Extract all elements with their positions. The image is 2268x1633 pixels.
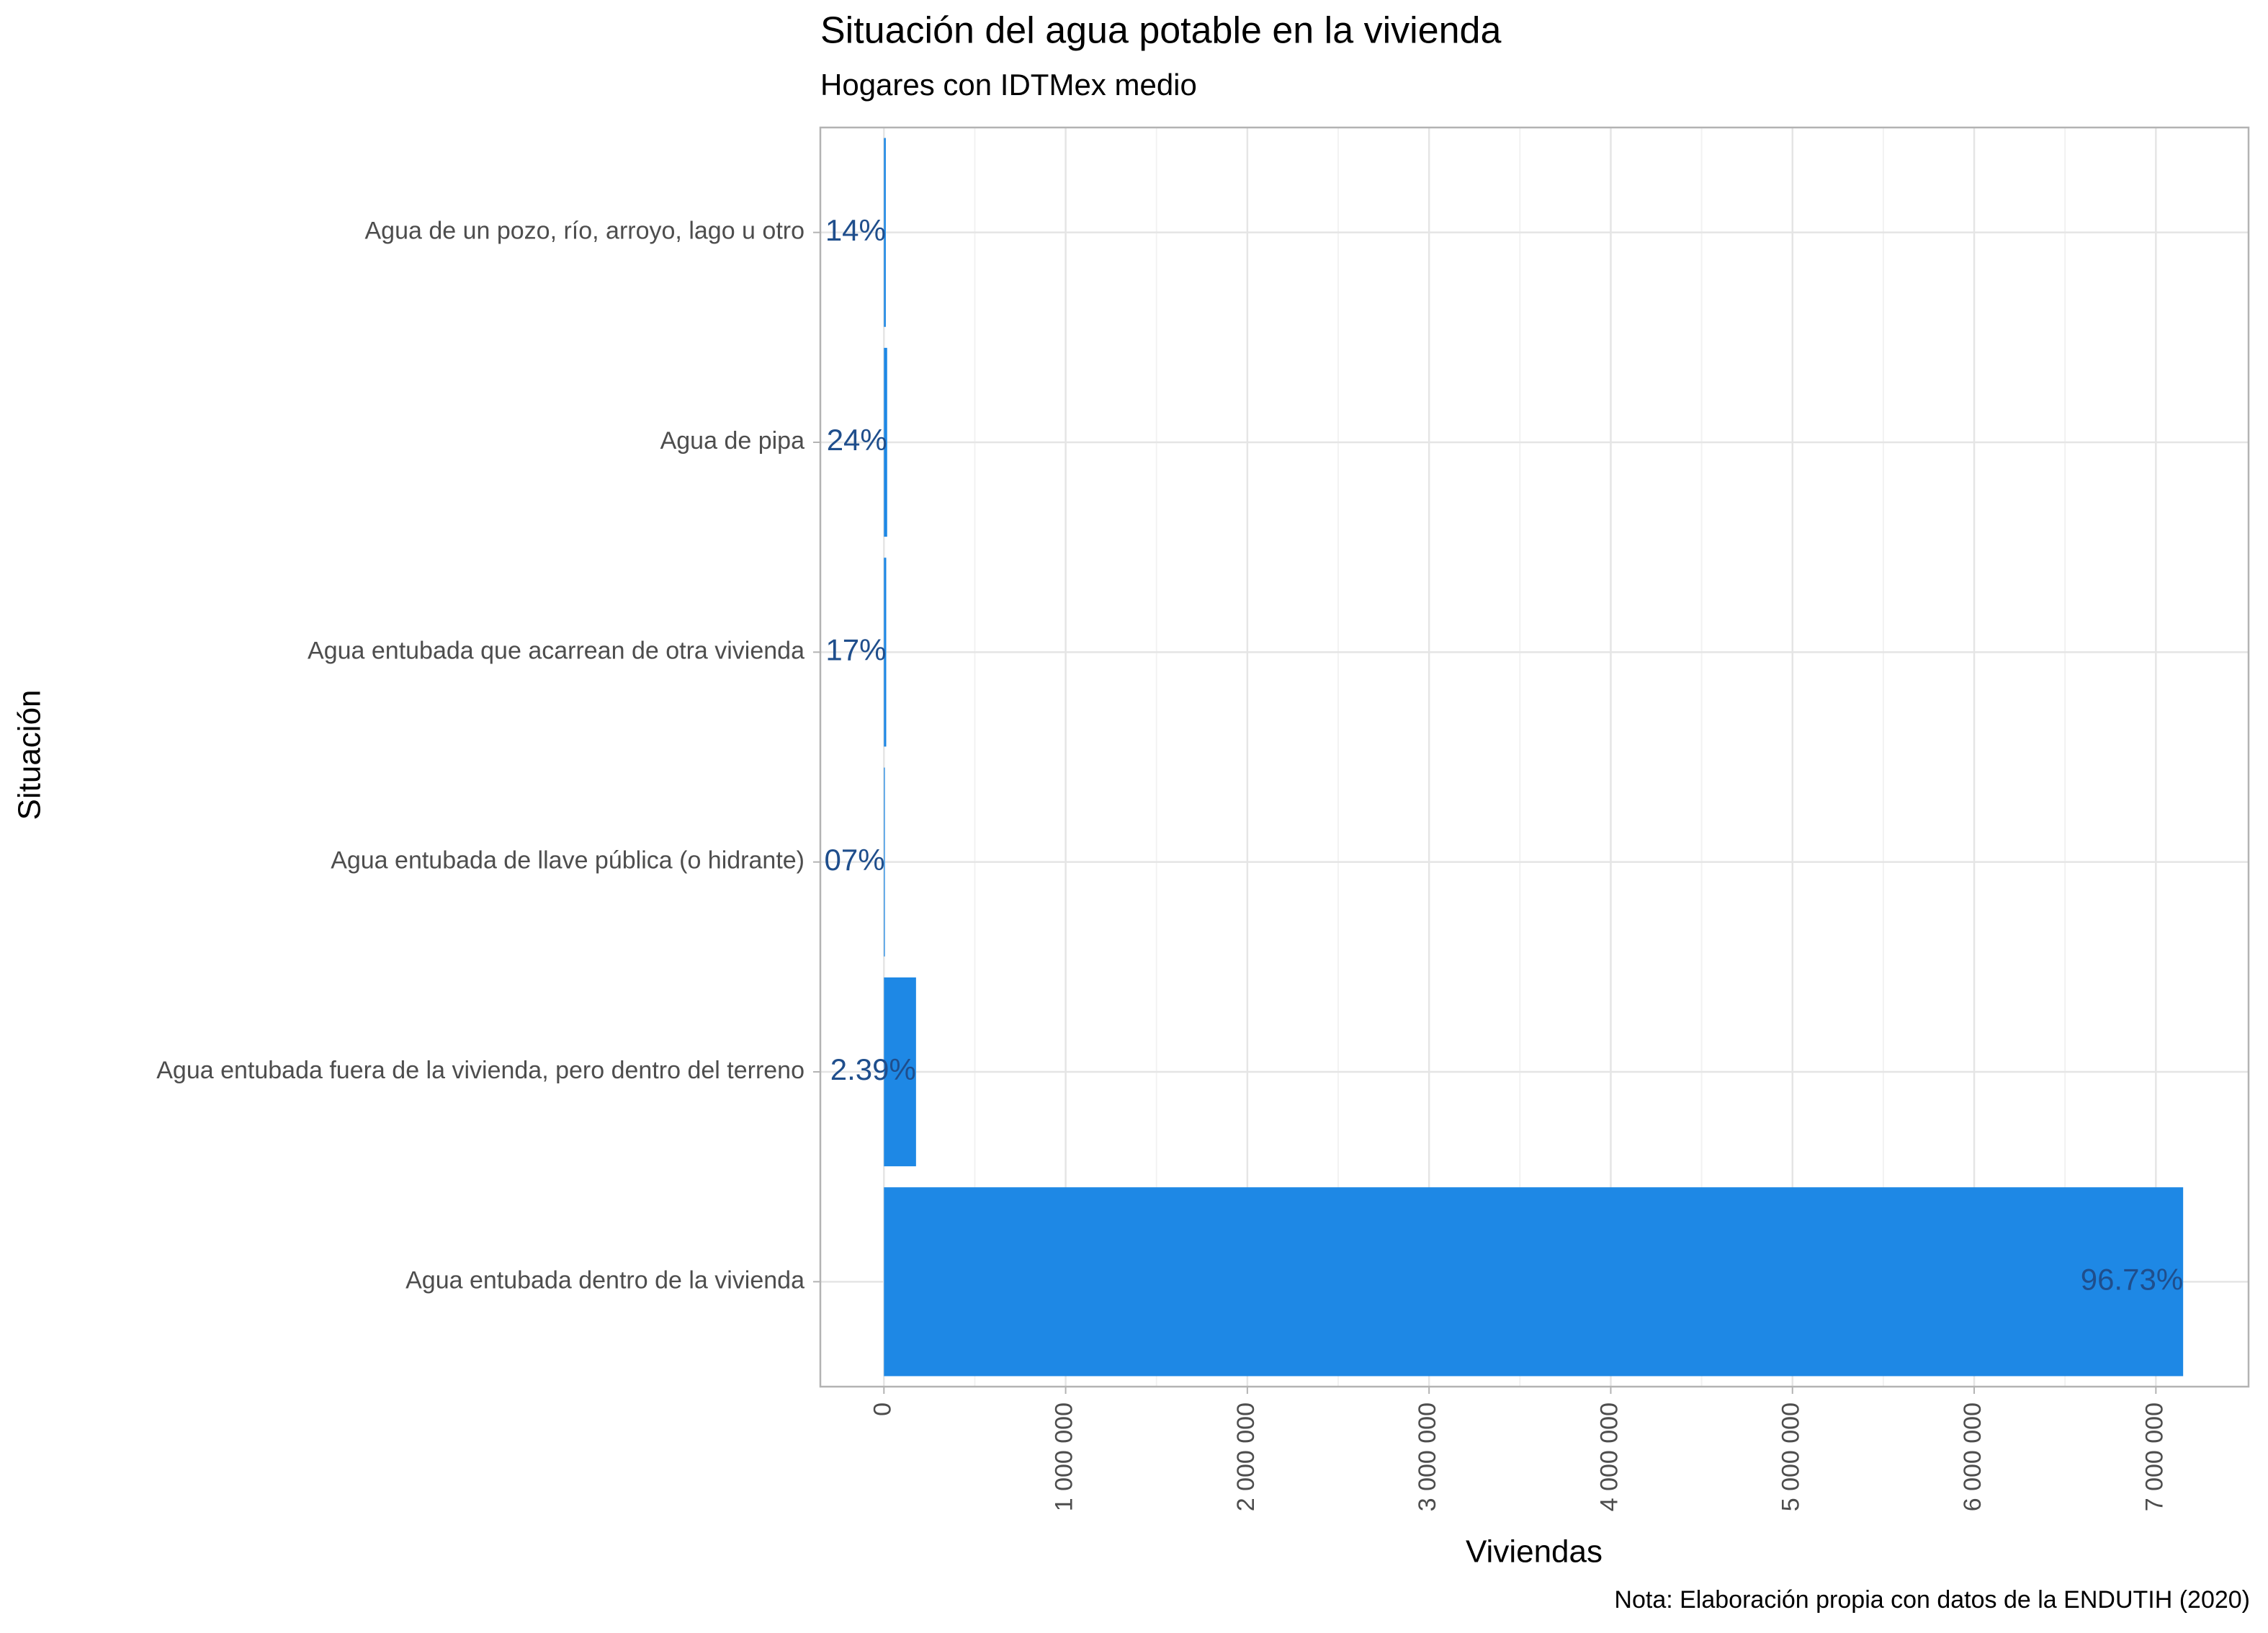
y-tick-label: Agua entubada dentro de la vivienda xyxy=(405,1266,804,1294)
bar xyxy=(884,1187,2184,1377)
x-tick-label: 7 000 000 xyxy=(2141,1402,2168,1511)
value-label: 24% xyxy=(827,423,887,457)
bar xyxy=(884,558,887,747)
value-label: 14% xyxy=(825,213,886,247)
bar xyxy=(884,138,886,327)
y-axis-title: Situación xyxy=(12,689,48,820)
bar xyxy=(884,977,916,1167)
value-label: 2.39% xyxy=(830,1052,916,1086)
x-tick-label: 4 000 000 xyxy=(1595,1402,1623,1511)
x-tick-label: 6 000 000 xyxy=(1959,1402,1986,1511)
chart-subtitle: Hogares con IDTMex medio xyxy=(820,68,1197,102)
y-tick-label: Agua de un pozo, río, arroyo, lago u otr… xyxy=(364,218,804,245)
panel xyxy=(820,127,2249,1387)
x-tick-label: 3 000 000 xyxy=(1414,1402,1441,1511)
y-tick-label: Agua entubada de llave pública (o hidran… xyxy=(331,847,804,874)
y-tick-label: Agua entubada que acarrean de otra vivie… xyxy=(308,637,804,664)
y-tick-label: Agua de pipa xyxy=(660,427,804,455)
bar xyxy=(884,347,887,537)
note: Nota: Elaboración propia con datos de la… xyxy=(1614,1586,2250,1614)
value-label: 17% xyxy=(825,632,886,666)
value-label: 07% xyxy=(825,843,885,877)
x-tick-label: 5 000 000 xyxy=(1778,1402,1805,1511)
x-tick-label: 0 xyxy=(869,1402,896,1416)
x-tick-label: 1 000 000 xyxy=(1051,1402,1078,1511)
panel-border xyxy=(819,126,2250,1388)
x-axis-title: Viviendas xyxy=(1466,1534,1603,1570)
y-tick-label: Agua entubada fuera de la vivienda, pero… xyxy=(156,1057,804,1084)
value-label: 96.73% xyxy=(2081,1262,2183,1296)
chart-title: Situación del agua potable en la viviend… xyxy=(820,10,1501,52)
x-tick-label: 2 000 000 xyxy=(1232,1402,1260,1511)
